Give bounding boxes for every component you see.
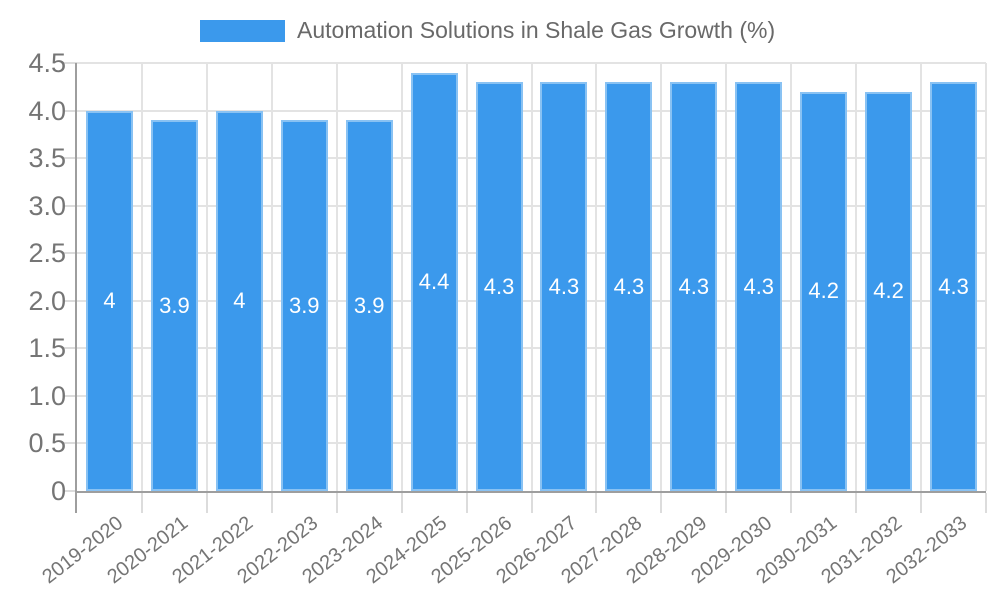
bar-value-label: 4 — [103, 287, 116, 313]
x-axis-tick — [790, 493, 793, 513]
x-axis-tick — [855, 493, 858, 513]
bar: 4.3 — [540, 82, 588, 491]
x-gridline — [270, 63, 273, 491]
x-axis-tick — [725, 493, 728, 513]
y-axis-line — [75, 63, 77, 513]
y-axis-tick — [63, 62, 77, 64]
plot-area: 4 3.9 4 3.9 3.9 4.4 4.3 4.3 4.3 4.3 4.3 4.2 4.2 4.3 — [63, 62, 987, 513]
x-gridline — [140, 63, 143, 491]
bar: 3.9 — [280, 120, 328, 491]
y-axis-tick — [63, 252, 77, 255]
bar-value-label: 4.3 — [678, 273, 710, 299]
bar: 4.3 — [735, 82, 783, 491]
x-axis-tick — [595, 493, 598, 513]
x-gridline — [790, 63, 793, 491]
bar-value-label: 4.3 — [548, 273, 580, 299]
y-axis-tick-label: 0 — [50, 476, 66, 506]
bar: 4.3 — [475, 82, 523, 491]
x-axis-tick — [530, 493, 533, 513]
y-axis-tick-label: 2.5 — [28, 238, 66, 269]
x-gridline — [400, 63, 403, 491]
x-gridline — [465, 63, 468, 491]
x-gridline — [335, 63, 338, 491]
bar: 4.2 — [865, 91, 913, 491]
y-axis-tick — [63, 299, 77, 302]
y-axis-tick — [63, 490, 77, 492]
bar: 4.3 — [605, 82, 653, 491]
bar: 3.9 — [150, 120, 198, 491]
y-axis-tick-label: 4.0 — [28, 95, 66, 126]
x-gridline — [855, 63, 858, 491]
bar-value-label: 4 — [233, 287, 246, 313]
x-axis-tick — [205, 493, 208, 513]
bar: 4.2 — [800, 91, 848, 491]
bar-value-label: 4.3 — [483, 273, 515, 299]
x-axis-tick — [140, 493, 143, 513]
x-axis-tick — [400, 493, 403, 513]
bar: 4.3 — [670, 82, 718, 491]
y-axis-tick — [63, 394, 77, 397]
x-gridline — [985, 63, 987, 491]
y-axis-tick-label: 0.5 — [28, 428, 66, 459]
bar: 4.3 — [930, 82, 978, 491]
y-axis-tick-label: 2.0 — [28, 285, 66, 316]
y-axis-tick — [63, 347, 77, 350]
bar-value-label: 3.9 — [288, 292, 320, 318]
x-gridline — [595, 63, 598, 491]
x-axis-tick — [270, 493, 273, 513]
bar-value-label: 4.3 — [613, 273, 645, 299]
bar: 4 — [215, 110, 263, 491]
bar-value-label: 3.9 — [353, 292, 385, 318]
x-axis-tick — [465, 493, 468, 513]
legend-color-swatch — [200, 19, 285, 42]
x-gridline — [660, 63, 663, 491]
y-axis-tick — [63, 109, 77, 112]
x-axis-tick — [920, 493, 923, 513]
bar: 3.9 — [345, 120, 393, 491]
bar-value-label: 4.3 — [743, 273, 775, 299]
legend-item[interactable]: Automation Solutions in Shale Gas Growth… — [200, 17, 775, 44]
y-axis-tick-label: 3.5 — [28, 143, 66, 174]
x-axis-tick — [985, 493, 987, 513]
x-gridline — [725, 63, 728, 491]
x-gridline — [205, 63, 208, 491]
bar-value-label: 3.9 — [159, 292, 190, 318]
y-axis-tick-label: 1.5 — [28, 333, 66, 364]
y-axis-tick — [63, 204, 77, 207]
bar-value-label: 4.3 — [938, 273, 969, 299]
y-axis-tick — [63, 442, 77, 445]
y-axis-tick-label: 3.0 — [28, 190, 66, 221]
x-axis-tick — [660, 493, 663, 513]
y-axis-tick — [63, 157, 77, 160]
bar: 4.4 — [410, 72, 458, 491]
bar-value-label: 4.2 — [808, 278, 839, 304]
legend-series-label: Automation Solutions in Shale Gas Growth… — [297, 17, 776, 43]
bar-value-label: 4.4 — [418, 268, 450, 294]
x-gridline — [920, 63, 923, 491]
bar: 4 — [85, 110, 133, 491]
x-axis-tick — [335, 493, 338, 513]
bar-value-label: 4.2 — [873, 278, 904, 304]
y-axis-tick-label: 1.0 — [28, 380, 66, 411]
x-axis-line — [75, 491, 986, 493]
x-gridline — [530, 63, 533, 491]
y-axis-tick-label: 4.5 — [28, 48, 66, 78]
